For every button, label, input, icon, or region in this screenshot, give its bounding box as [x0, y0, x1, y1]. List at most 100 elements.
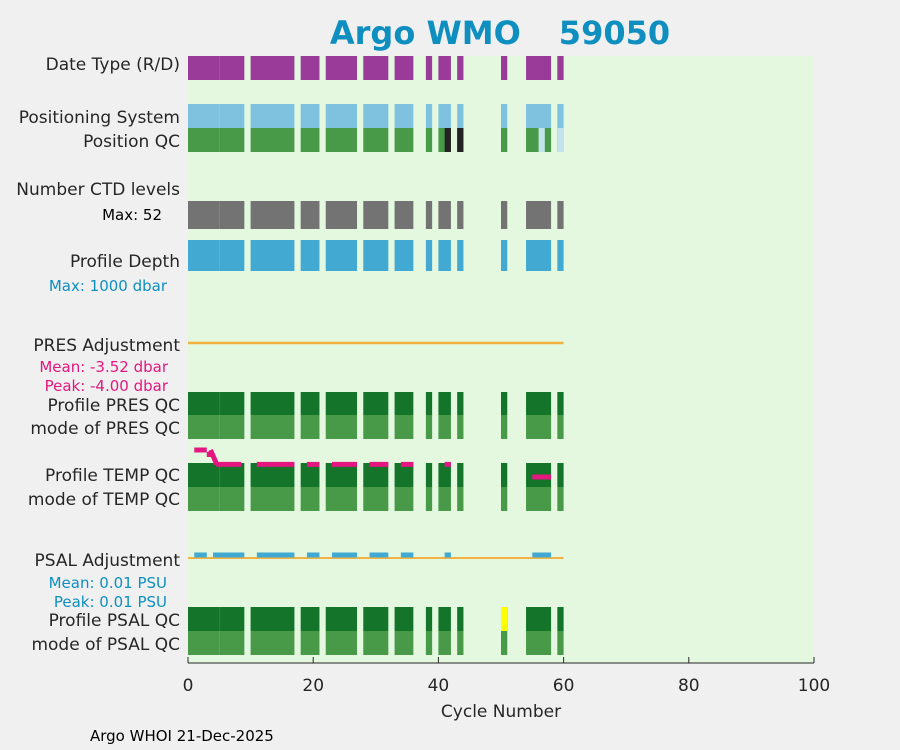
positioning-system-bar [457, 104, 464, 128]
x-tick-label: 60 [553, 676, 575, 696]
label-profile-pres-qc: Profile PRES QC [47, 396, 180, 416]
profile-temp-qc-bar [300, 463, 320, 487]
position-qc-flag [538, 128, 545, 152]
x-tick-label: 20 [302, 676, 324, 696]
date-type-bar [300, 56, 320, 80]
profile-temp-qc-bar [363, 463, 389, 487]
date-type-bar [219, 56, 245, 80]
position-qc-flag [457, 128, 464, 152]
profile-pres-qc-bar [325, 392, 358, 415]
positioning-system-bar [526, 104, 552, 128]
profile-temp-qc-bar [325, 463, 358, 487]
mode-psal-qc-bar [250, 631, 295, 655]
x-axis-ticks: 0 20 40 60 80 100 [183, 657, 830, 696]
date-type-bar [438, 56, 451, 80]
annotation-psal-peak: Peak: 0.01 PSU [54, 593, 167, 611]
annotation-pres-mean: Mean: -3.52 dbar [39, 358, 169, 376]
mode-temp-qc-bar [425, 487, 433, 511]
profile-depth-bar [363, 240, 389, 271]
position-qc-bar [250, 128, 295, 152]
mode-pres-qc-bar [394, 415, 414, 439]
label-profile-psal-qc: Profile PSAL QC [49, 611, 180, 631]
x-tick-label: 0 [183, 676, 194, 696]
positioning-system-bar [438, 104, 451, 128]
mode-psal-qc-bar [394, 631, 414, 655]
mode-temp-qc-bar [219, 487, 245, 511]
profile-pres-qc-bar [394, 392, 414, 415]
date-type-bar [363, 56, 389, 80]
mode-temp-qc-bar [325, 487, 358, 511]
annotation-pres-peak: Peak: -4.00 dbar [45, 377, 169, 395]
mode-temp-qc-bar [188, 487, 220, 511]
profile-temp-qc-bar [501, 463, 508, 487]
profile-psal-qc-bar [325, 607, 358, 631]
positioning-system-bar [188, 104, 220, 128]
positioning-system-bar [501, 104, 508, 128]
mode-pres-qc-bar [219, 415, 245, 439]
mode-pres-qc-bar [438, 415, 451, 439]
profile-depth-bar [501, 240, 508, 271]
mode-psal-qc-bar [557, 631, 564, 655]
date-type-bar [325, 56, 358, 80]
profile-depth-bar [300, 240, 320, 271]
profile-depth-bar [325, 240, 358, 271]
mode-pres-qc-bar [188, 415, 220, 439]
profile-psal-qc-bar [363, 607, 389, 631]
chart-marks [188, 56, 564, 655]
ctd-levels-bar [557, 201, 564, 229]
positioning-system-bar [219, 104, 245, 128]
mode-psal-qc-bar [363, 631, 389, 655]
profile-psal-qc-bar [438, 607, 451, 631]
positioning-system-bar [394, 104, 414, 128]
mode-pres-qc-bar [501, 415, 508, 439]
profile-temp-qc-bar [557, 463, 564, 487]
position-qc-bar [425, 128, 433, 152]
mode-temp-qc-bar [300, 487, 320, 511]
positioning-system-bar [250, 104, 295, 128]
mode-temp-qc-bar [438, 487, 451, 511]
temp-adjustment-step [208, 449, 220, 466]
profile-psal-qc-bar [557, 607, 564, 631]
profile-pres-qc-bar [250, 392, 295, 415]
date-type-bar [557, 56, 564, 80]
profile-temp-qc-bar [457, 463, 464, 487]
profile-pres-qc-bar [501, 392, 508, 415]
positioning-system-bar [325, 104, 358, 128]
positioning-system-bar [300, 104, 320, 128]
mode-psal-qc-bar [188, 631, 220, 655]
profile-temp-qc-bar [250, 463, 295, 487]
date-type-bar [457, 56, 464, 80]
label-position-qc: Position QC [83, 132, 180, 152]
ctd-levels-bar [325, 201, 358, 229]
profile-pres-qc-bar [526, 392, 552, 415]
position-qc-bar [219, 128, 245, 152]
profile-depth-bar [250, 240, 295, 271]
profile-depth-bar [188, 240, 220, 271]
position-qc-bar [325, 128, 358, 152]
x-tick-label: 40 [428, 676, 450, 696]
date-type-bar [526, 56, 552, 80]
psal-qc-flag [501, 607, 508, 631]
profile-psal-qc-bar [250, 607, 295, 631]
x-tick-label: 80 [678, 676, 700, 696]
profile-depth-bar [557, 240, 564, 271]
ctd-levels-bar [219, 201, 245, 229]
date-type-bar [394, 56, 414, 80]
mode-psal-qc-bar [325, 631, 358, 655]
profile-pres-qc-bar [557, 392, 564, 415]
label-psal-adjustment: PSAL Adjustment [35, 551, 181, 571]
profile-depth-bar [526, 240, 552, 271]
mode-temp-qc-bar [526, 487, 552, 511]
profile-psal-qc-bar [457, 607, 464, 631]
title-prefix: Argo WMO [330, 14, 521, 52]
label-mode-temp-qc: mode of TEMP QC [28, 490, 180, 510]
positioning-system-bar [363, 104, 389, 128]
mode-temp-qc-bar [557, 487, 564, 511]
footer-credit: Argo WHOI 21-Dec-2025 [90, 727, 274, 745]
mode-temp-qc-bar [394, 487, 414, 511]
mode-psal-qc-bar [300, 631, 320, 655]
label-date-type: Date Type (R/D) [46, 55, 180, 75]
ctd-levels-bar [425, 201, 433, 229]
profile-temp-qc-bar [394, 463, 414, 487]
